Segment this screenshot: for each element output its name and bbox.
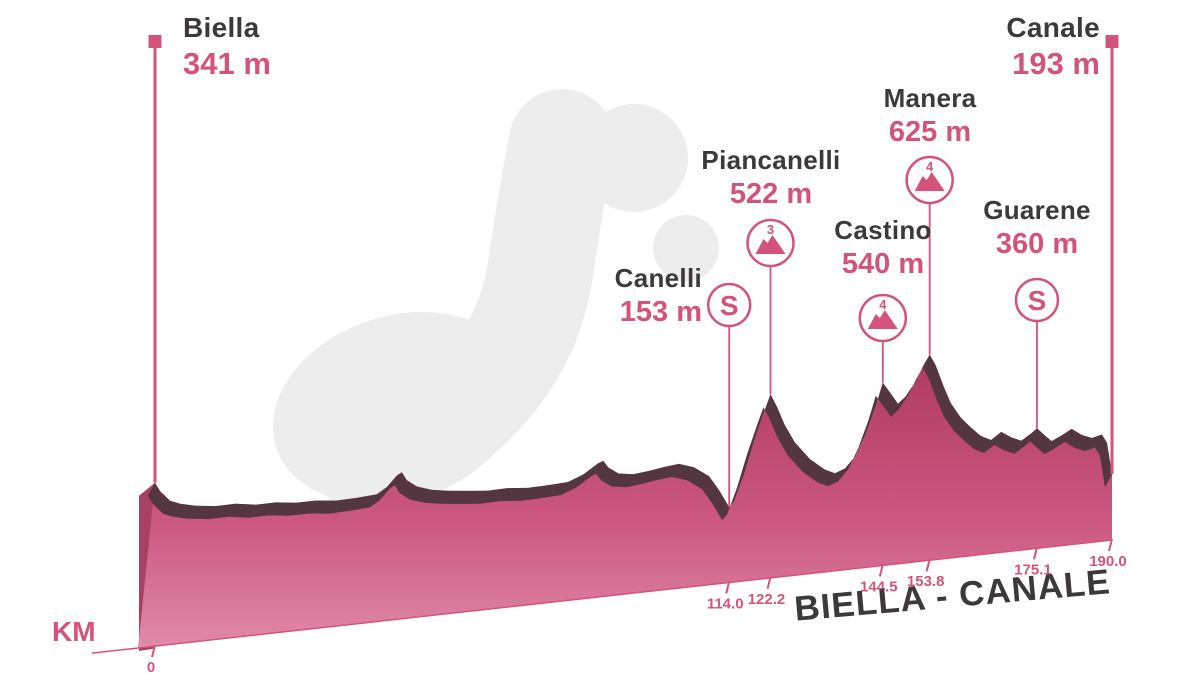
watermark-shape [580,104,688,212]
start-flag-marker [148,35,162,48]
km-tick [1108,538,1113,552]
km-tick-label: 122.2 [748,591,786,608]
km-tick [925,558,931,572]
km-tick [725,581,731,594]
profile-front-face [138,354,1112,648]
mountain-icon [867,310,898,329]
watermark-shape [319,89,615,521]
km-tick [878,564,884,577]
km-tick [151,644,156,658]
sprint-icon-letter: S [1028,285,1047,316]
km-axis-line [91,539,1113,654]
watermark-shape [653,215,719,281]
km-tick-label: 144.5 [860,578,898,595]
climb-category-number: 3 [767,222,774,237]
sprint-icon [1014,277,1060,323]
climb-category-number: 4 [879,297,887,312]
km-tick-label: 175.1 [1014,561,1052,578]
km-tick-label: 114.0 [707,595,744,612]
km-tick [1032,547,1038,560]
background-watermark [272,89,719,521]
sprint-icon-letter: S [720,290,739,321]
sprint-icon [706,282,752,328]
climb-category-number: 4 [926,159,934,174]
km-tick [766,576,772,590]
km-tick-label: 190.0 [1089,553,1127,570]
mountain-icon [914,172,945,191]
finish-flag-marker [1105,35,1119,48]
km-tick-label: 153.8 [907,573,945,590]
mountain-icon [755,235,786,254]
km-tick-label: 0 [147,659,155,675]
